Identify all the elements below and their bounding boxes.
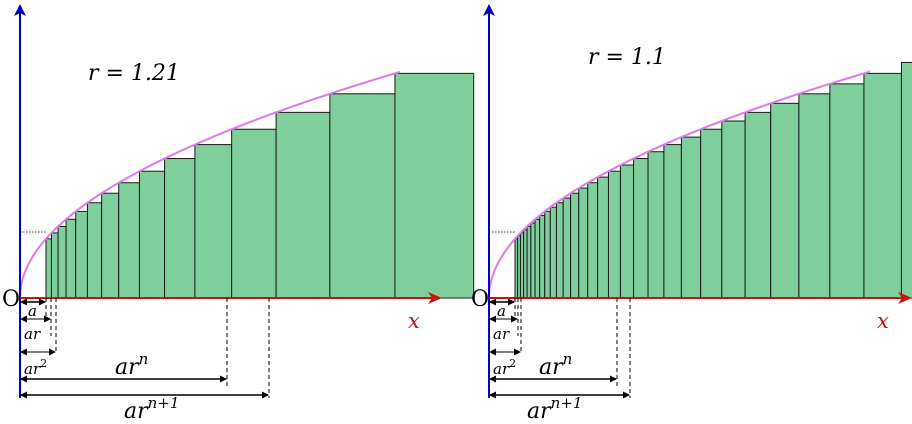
bar [75, 210, 88, 299]
bar [164, 158, 196, 299]
label-right-ar2: ar2 [493, 357, 516, 378]
r-label-left: r = 1.21 [88, 61, 180, 86]
bar [900, 61, 912, 299]
bar [544, 210, 551, 299]
bar [663, 144, 682, 299]
bars-right [514, 61, 912, 299]
x-axis-label-left: x [408, 309, 420, 333]
label-right-arn: arn [539, 350, 572, 380]
bar [700, 128, 723, 299]
bar [863, 72, 902, 299]
sqrt-curve-left [19, 70, 401, 298]
sqrt-curve-right [488, 70, 871, 298]
label-left-arn: arn [115, 350, 148, 380]
bar [530, 222, 536, 299]
bar [394, 72, 475, 299]
origin-label-left: O [2, 287, 20, 312]
bar [101, 192, 120, 299]
panel-left: O x r = 1.21 a ar ar2 arn arn+1 [2, 4, 475, 424]
bar [619, 164, 635, 299]
origin-label-right: O [471, 287, 489, 312]
bar [829, 83, 865, 299]
bar [578, 187, 589, 299]
bar [118, 182, 140, 299]
label-left-ar2: ar2 [24, 357, 47, 378]
bar [633, 158, 649, 299]
bar [526, 225, 532, 299]
bar [555, 202, 564, 299]
bar [647, 151, 665, 299]
bar [534, 218, 541, 299]
label-right-a: a [497, 302, 506, 320]
bar [523, 229, 528, 299]
bars-left [45, 72, 475, 299]
bar [587, 182, 599, 299]
bar [597, 176, 609, 299]
bar [86, 202, 103, 299]
label-right-arn1: arn+1 [527, 394, 582, 424]
bar [275, 111, 331, 299]
r-label-right: r = 1.1 [588, 45, 666, 70]
bar [65, 218, 77, 299]
bar [570, 192, 580, 299]
bar [562, 197, 572, 299]
bar [539, 214, 546, 299]
panel-right: O x r = 1.1 a ar ar2 arn arn+1 [471, 4, 912, 424]
bar [607, 170, 621, 299]
label-right-ar: ar [493, 325, 510, 343]
bar [45, 238, 52, 299]
bar [194, 144, 233, 299]
bar [744, 111, 772, 299]
label-left-a: a [28, 302, 37, 320]
bar [770, 102, 800, 299]
bar [680, 136, 702, 299]
bar [798, 93, 831, 299]
bar [57, 225, 67, 299]
bar [231, 128, 277, 299]
bar [721, 120, 746, 299]
label-left-ar: ar [24, 325, 41, 343]
label-left-arn1: arn+1 [124, 394, 179, 424]
bar [329, 93, 396, 299]
bar [549, 206, 557, 299]
x-axis-label-right: x [877, 309, 889, 333]
bar [138, 170, 166, 299]
bar [50, 232, 59, 299]
